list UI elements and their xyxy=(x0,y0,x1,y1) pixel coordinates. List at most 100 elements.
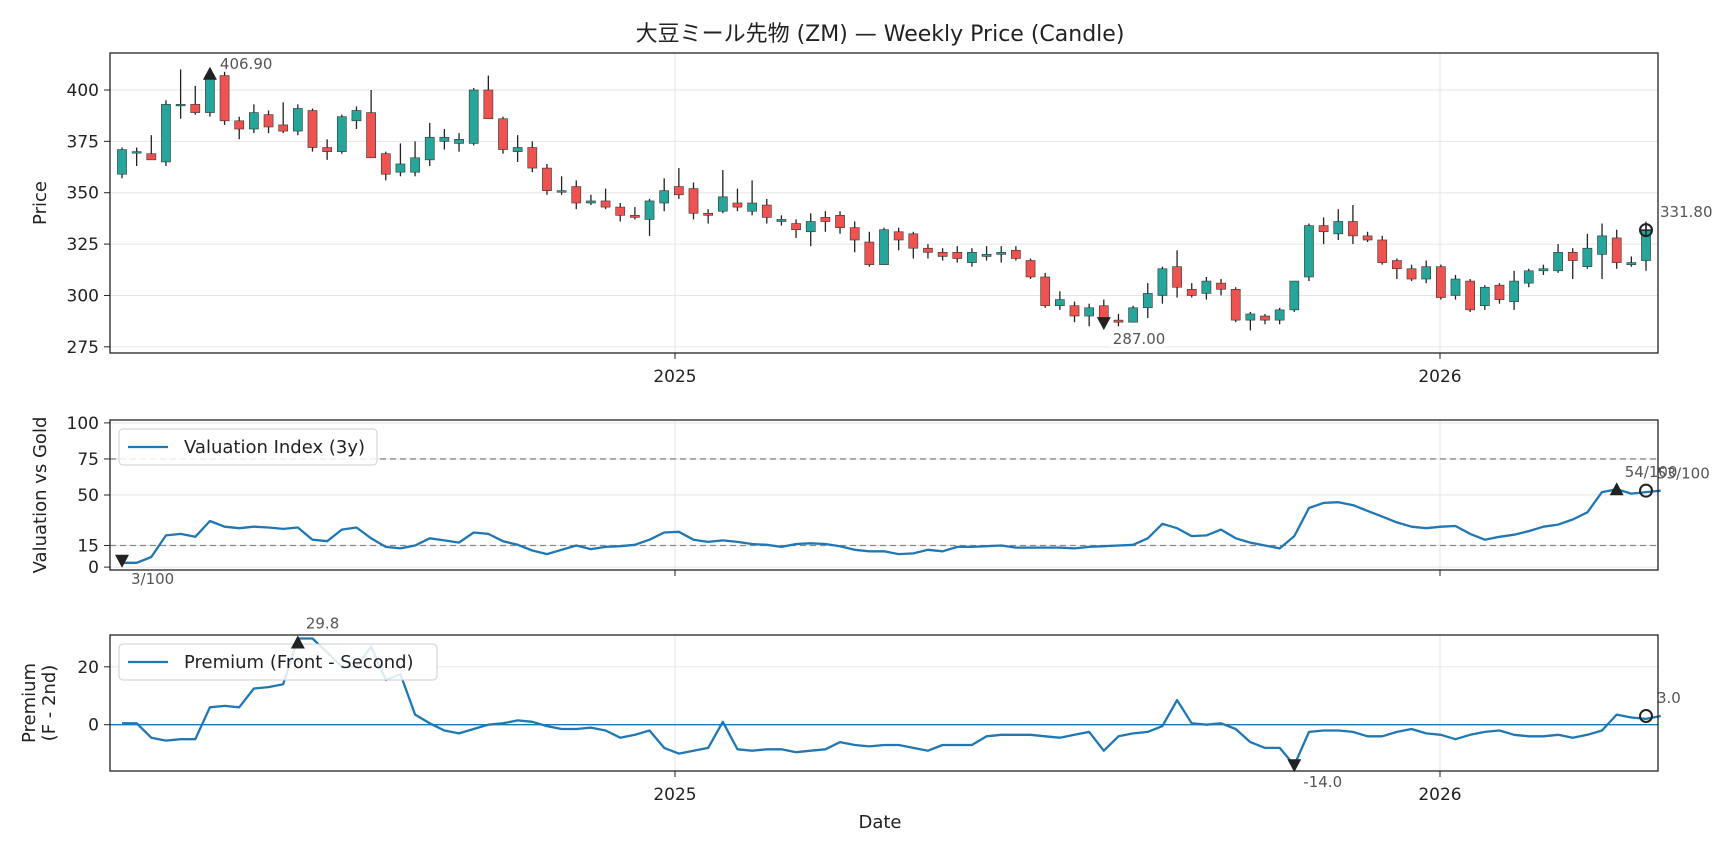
max-marker xyxy=(202,66,217,80)
candle-body xyxy=(1260,315,1270,321)
candle-body xyxy=(190,104,201,113)
candle-body xyxy=(307,110,318,148)
candle-body xyxy=(395,163,406,173)
candle-body xyxy=(483,89,494,120)
candle-body xyxy=(952,252,963,259)
max-label: 54/100 xyxy=(1625,463,1678,481)
candle-body xyxy=(1421,266,1432,280)
candle-body xyxy=(1436,266,1446,298)
candle-body xyxy=(732,202,743,208)
candle-body xyxy=(1377,239,1388,263)
candle-body xyxy=(996,252,1007,255)
min-marker xyxy=(115,554,129,568)
candle-body xyxy=(674,186,684,196)
candle-body xyxy=(1318,225,1329,233)
x-tick-label: 2025 xyxy=(653,785,696,805)
y-tick-label: 50 xyxy=(77,486,99,506)
candle-body xyxy=(1245,313,1256,321)
y-axis-label: Price xyxy=(30,181,51,225)
candle-body xyxy=(1582,247,1593,267)
candle-body xyxy=(1069,305,1080,317)
candle-body xyxy=(498,118,508,150)
candle-body xyxy=(278,124,289,132)
legend-box xyxy=(118,643,438,681)
candle-body xyxy=(1611,237,1622,263)
max-marker xyxy=(1609,482,1624,496)
candle-body xyxy=(219,75,230,122)
max-label: 406.90 xyxy=(220,55,273,73)
y-axis-label: Premium xyxy=(19,663,40,743)
candle-body xyxy=(1509,280,1519,302)
candle-body xyxy=(1392,260,1402,270)
y-tick-label: 275 xyxy=(67,338,99,358)
candle-body xyxy=(1230,289,1241,321)
y-tick-label: 325 xyxy=(67,235,99,255)
candle-body xyxy=(820,217,831,222)
y-tick-label: 375 xyxy=(67,132,99,152)
candle-body xyxy=(776,219,787,222)
candle-body xyxy=(1098,305,1109,319)
candle-body xyxy=(1186,289,1197,296)
plot-frame xyxy=(109,419,1659,571)
price-panel: 275 300 325 350 375 400 2025 2026 Price 406.90 287… xyxy=(30,52,1713,387)
candle-body xyxy=(1040,276,1051,307)
candle-body xyxy=(1084,307,1094,317)
candle-body xyxy=(1289,280,1300,311)
legend-label: Premium (Front - Second) xyxy=(184,652,414,673)
candle-body xyxy=(600,200,611,208)
last-label: 53/100 xyxy=(1657,465,1710,483)
candle-body xyxy=(1553,252,1563,272)
candle-body xyxy=(1465,280,1475,311)
candle-body xyxy=(1450,278,1461,296)
candle-body xyxy=(234,120,245,130)
candle-body xyxy=(293,108,303,132)
premium-panel: 0 20 2025 2026 Premium (F - 2nd) Premium (Fron… xyxy=(19,614,1681,805)
candle-body xyxy=(981,254,992,257)
candle-body xyxy=(366,112,376,159)
candle-body xyxy=(1304,225,1314,278)
x-axis-label: Date xyxy=(858,812,901,833)
candle-body xyxy=(351,110,362,122)
candle-body xyxy=(131,151,142,154)
last-marker xyxy=(1639,709,1653,724)
candle-body xyxy=(1172,266,1182,288)
last-label: 331.80 xyxy=(1660,203,1713,221)
candle-body xyxy=(527,147,538,169)
candle-body xyxy=(864,241,875,265)
candle-body xyxy=(908,233,919,249)
min-label: 3/100 xyxy=(131,570,174,588)
candle-body xyxy=(717,196,728,212)
candle-body xyxy=(1494,284,1505,300)
candle-body xyxy=(1406,268,1417,280)
candle-body xyxy=(1626,262,1637,265)
min-marker xyxy=(1096,317,1111,331)
last-label: 3.0 xyxy=(1657,689,1681,707)
candle-body xyxy=(659,190,670,204)
candle-body xyxy=(512,147,523,152)
candle-body xyxy=(1274,309,1285,321)
candle-body xyxy=(380,153,391,175)
y-axis-label: Valuation vs Gold xyxy=(30,417,51,574)
candle-body xyxy=(1025,260,1036,278)
candle-body xyxy=(835,215,845,228)
x-tick-label: 2025 xyxy=(653,367,696,387)
y-tick-label: 15 xyxy=(77,536,99,556)
y-tick-label: 400 xyxy=(67,81,99,101)
candle-body xyxy=(1055,299,1065,307)
candle-body xyxy=(879,229,889,265)
min-label: 287.00 xyxy=(1113,330,1166,348)
candle-body xyxy=(175,104,186,107)
candle-body xyxy=(967,252,977,263)
candle-body xyxy=(556,190,567,193)
max-marker xyxy=(290,635,305,649)
last-marker xyxy=(1639,483,1653,498)
candle-body xyxy=(1597,235,1607,255)
candle-body xyxy=(117,149,127,175)
y-axis-label: (F - 2nd) xyxy=(39,665,60,742)
candle-body xyxy=(1567,252,1578,261)
plot-frame xyxy=(109,634,1659,772)
candle-body xyxy=(586,200,596,204)
candle-body xyxy=(263,114,274,128)
